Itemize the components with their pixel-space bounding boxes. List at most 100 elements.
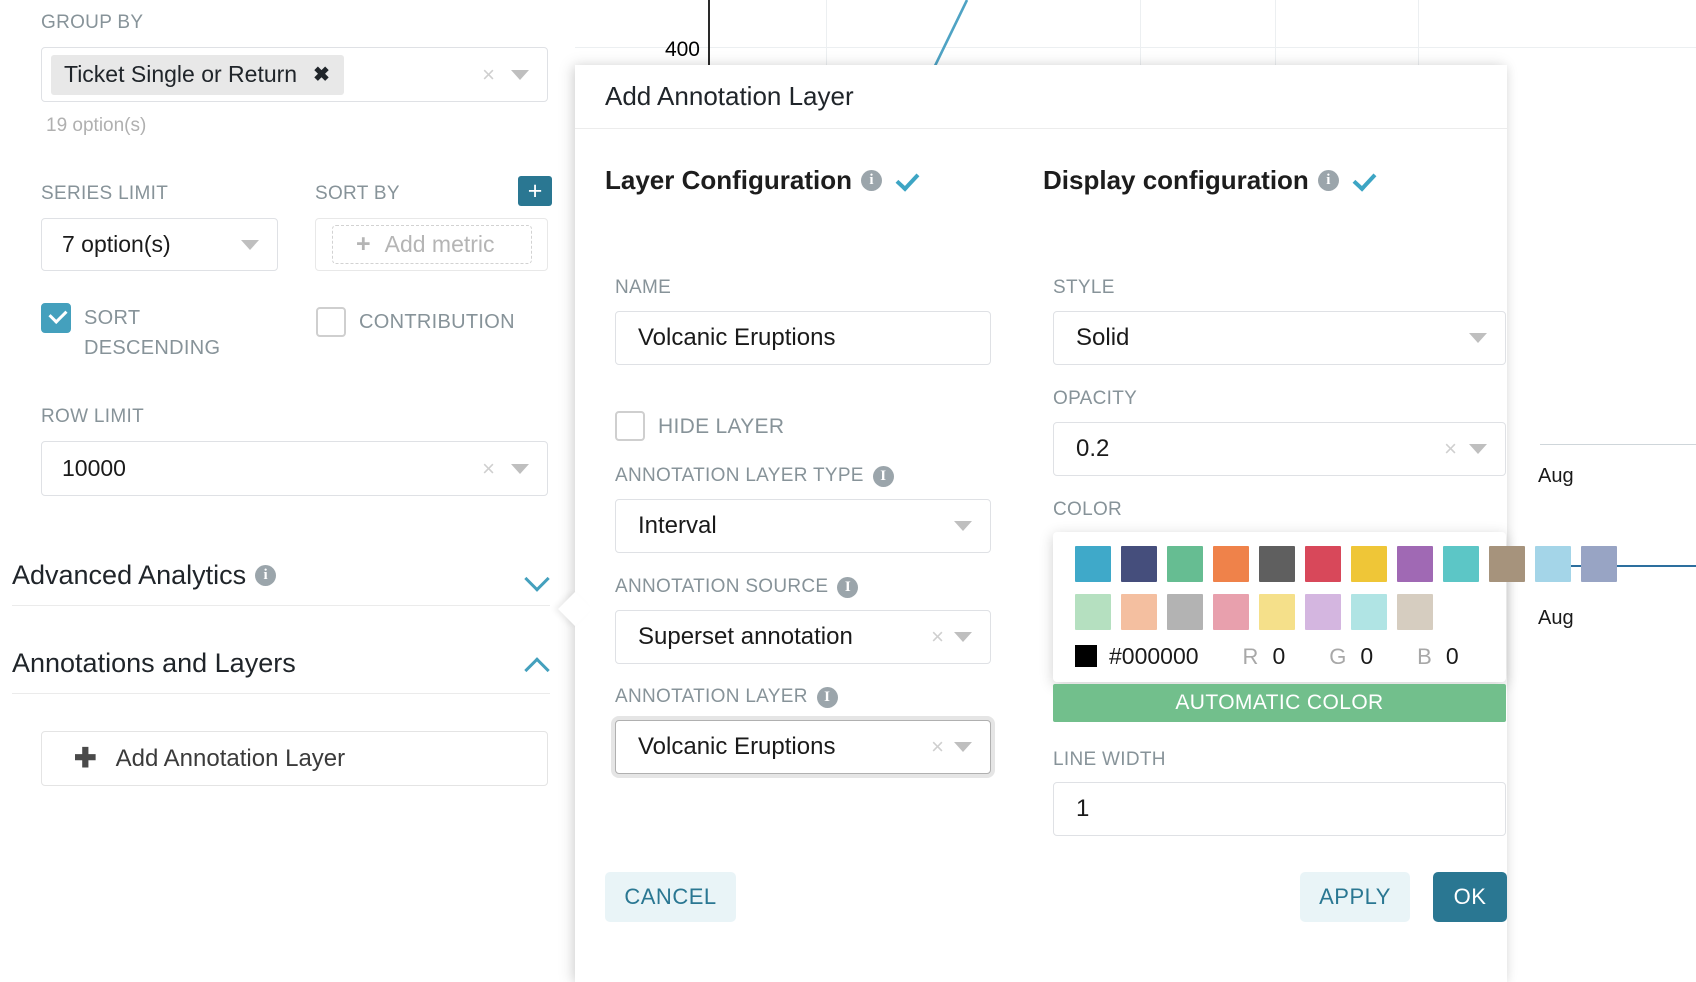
color-label: COLOR: [1053, 499, 1123, 520]
color-swatch[interactable]: [1397, 594, 1433, 630]
color-swatch[interactable]: [1581, 546, 1617, 582]
chevron-down-icon[interactable]: [528, 570, 550, 582]
info-icon[interactable]: i: [255, 565, 277, 586]
section-title: Advanced Analytics: [12, 560, 247, 590]
info-icon[interactable]: i: [837, 576, 859, 598]
color-swatch[interactable]: [1213, 546, 1249, 582]
color-swatch[interactable]: [1397, 546, 1433, 582]
chevron-down-icon[interactable]: [241, 239, 259, 250]
line-width-value: 1: [1076, 795, 1090, 822]
contribution-checkbox[interactable]: [316, 307, 346, 337]
hide-layer-checkbox-row[interactable]: HIDE LAYER: [615, 411, 784, 443]
color-swatch-row-primary: [1053, 546, 1617, 582]
line-width-label: LINE WIDTH: [1053, 749, 1166, 770]
annotation-layer-select[interactable]: Volcanic Eruptions ×: [615, 720, 991, 774]
color-swatch[interactable]: [1259, 594, 1295, 630]
group-by-label: GROUP BY: [41, 12, 144, 33]
chevron-down-icon[interactable]: [954, 742, 972, 752]
add-annotation-layer-label: Add Annotation Layer: [115, 744, 346, 772]
color-picker-popover[interactable]: #000000 R 0 G 0 B 0: [1053, 532, 1617, 682]
color-swatch[interactable]: [1305, 594, 1341, 630]
ok-button[interactable]: OK: [1433, 872, 1507, 922]
opacity-label: OPACITY: [1053, 388, 1138, 409]
chevron-down-icon[interactable]: [954, 521, 972, 531]
clear-icon[interactable]: ×: [1444, 436, 1457, 461]
chart-x-tick-label: Aug: [1538, 465, 1574, 487]
add-metric-dropzone[interactable]: + Add metric: [332, 225, 532, 264]
sort-descending-checkbox-row[interactable]: SORT DESCENDING: [41, 303, 281, 363]
group-by-options-hint: 19 option(s): [46, 115, 147, 136]
annotation-layer-label: ANNOTATION LAYER i: [615, 686, 838, 708]
annotation-layer-value: Volcanic Eruptions: [638, 733, 836, 760]
color-swatch[interactable]: [1535, 546, 1571, 582]
chevron-down-icon[interactable]: [511, 463, 529, 474]
group-by-tag[interactable]: Ticket Single or Return ✖: [51, 54, 344, 95]
color-swatch[interactable]: [1213, 594, 1249, 630]
annotation-source-select[interactable]: Superset annotation ×: [615, 610, 991, 664]
current-color-swatch: [1075, 645, 1097, 667]
sort-descending-checkbox[interactable]: [41, 303, 71, 333]
chevron-down-icon[interactable]: [954, 632, 972, 642]
color-swatch[interactable]: [1167, 594, 1203, 630]
group-by-tag-label: Ticket Single or Return: [64, 61, 298, 87]
plus-icon: +: [356, 230, 371, 258]
chevron-up-icon[interactable]: [528, 658, 550, 670]
clear-icon[interactable]: ×: [931, 624, 944, 649]
automatic-color-button[interactable]: AUTOMATIC COLOR: [1053, 684, 1506, 722]
annotation-layer-type-select[interactable]: Interval: [615, 499, 991, 553]
color-swatch[interactable]: [1351, 546, 1387, 582]
chevron-down-icon[interactable]: [511, 69, 529, 80]
line-width-input[interactable]: 1: [1053, 782, 1506, 836]
color-swatch[interactable]: [1351, 594, 1387, 630]
color-swatch[interactable]: [1075, 594, 1111, 630]
layer-configuration-heading: Layer Configuration i: [605, 165, 918, 196]
clear-icon[interactable]: ×: [482, 455, 495, 481]
hide-layer-checkbox[interactable]: [615, 411, 645, 441]
section-advanced-analytics[interactable]: Advanced Analytics i: [12, 560, 550, 606]
series-limit-select[interactable]: 7 option(s): [41, 218, 278, 271]
name-input[interactable]: Volcanic Eruptions: [615, 311, 991, 365]
opacity-select[interactable]: 0.2 ×: [1053, 422, 1506, 476]
apply-button[interactable]: APPLY: [1300, 872, 1410, 922]
annotation-source-label: ANNOTATION SOURCE i: [615, 576, 859, 598]
plus-icon: ✚: [74, 743, 97, 773]
color-swatch[interactable]: [1259, 546, 1295, 582]
info-icon[interactable]: i: [1317, 170, 1339, 191]
info-icon[interactable]: i: [872, 465, 894, 487]
color-channel-r: R 0: [1242, 642, 1286, 669]
chevron-down-icon[interactable]: [1469, 444, 1487, 454]
cancel-button[interactable]: CANCEL: [605, 872, 736, 922]
row-limit-value: 10000: [62, 455, 126, 481]
contribution-checkbox-row[interactable]: CONTRIBUTION: [316, 307, 515, 337]
color-swatch[interactable]: [1075, 546, 1111, 582]
info-icon[interactable]: i: [816, 686, 838, 708]
group-by-select[interactable]: Ticket Single or Return ✖ ×: [41, 47, 548, 102]
info-icon[interactable]: i: [861, 170, 883, 191]
sort-by-select[interactable]: + Add metric: [315, 218, 548, 271]
hide-layer-label: HIDE LAYER: [658, 415, 785, 438]
check-icon: [894, 169, 918, 193]
color-hex-value[interactable]: #000000: [1109, 642, 1199, 669]
close-icon[interactable]: ✖: [313, 64, 330, 86]
color-swatch[interactable]: [1167, 546, 1203, 582]
add-annotation-layer-button[interactable]: ✚ Add Annotation Layer: [41, 731, 548, 786]
chevron-down-icon[interactable]: [1469, 333, 1487, 343]
series-limit-label: SERIES LIMIT: [41, 183, 169, 204]
style-select[interactable]: Solid: [1053, 311, 1506, 365]
color-swatch[interactable]: [1121, 594, 1157, 630]
color-swatch[interactable]: [1305, 546, 1341, 582]
clear-icon[interactable]: ×: [931, 734, 944, 759]
color-swatch[interactable]: [1489, 546, 1525, 582]
section-annotations-and-layers[interactable]: Annotations and Layers: [12, 648, 550, 694]
annotation-source-value: Superset annotation: [638, 623, 853, 650]
color-swatch[interactable]: [1443, 546, 1479, 582]
add-sort-by-button[interactable]: +: [518, 176, 552, 206]
color-swatch[interactable]: [1121, 546, 1157, 582]
name-label: NAME: [615, 277, 672, 298]
color-channel-g: G 0: [1329, 642, 1374, 669]
row-limit-select[interactable]: 10000 ×: [41, 441, 548, 496]
clear-icon[interactable]: ×: [482, 61, 495, 87]
contribution-label: CONTRIBUTION: [359, 311, 515, 333]
color-channel-b: B 0: [1417, 642, 1459, 669]
